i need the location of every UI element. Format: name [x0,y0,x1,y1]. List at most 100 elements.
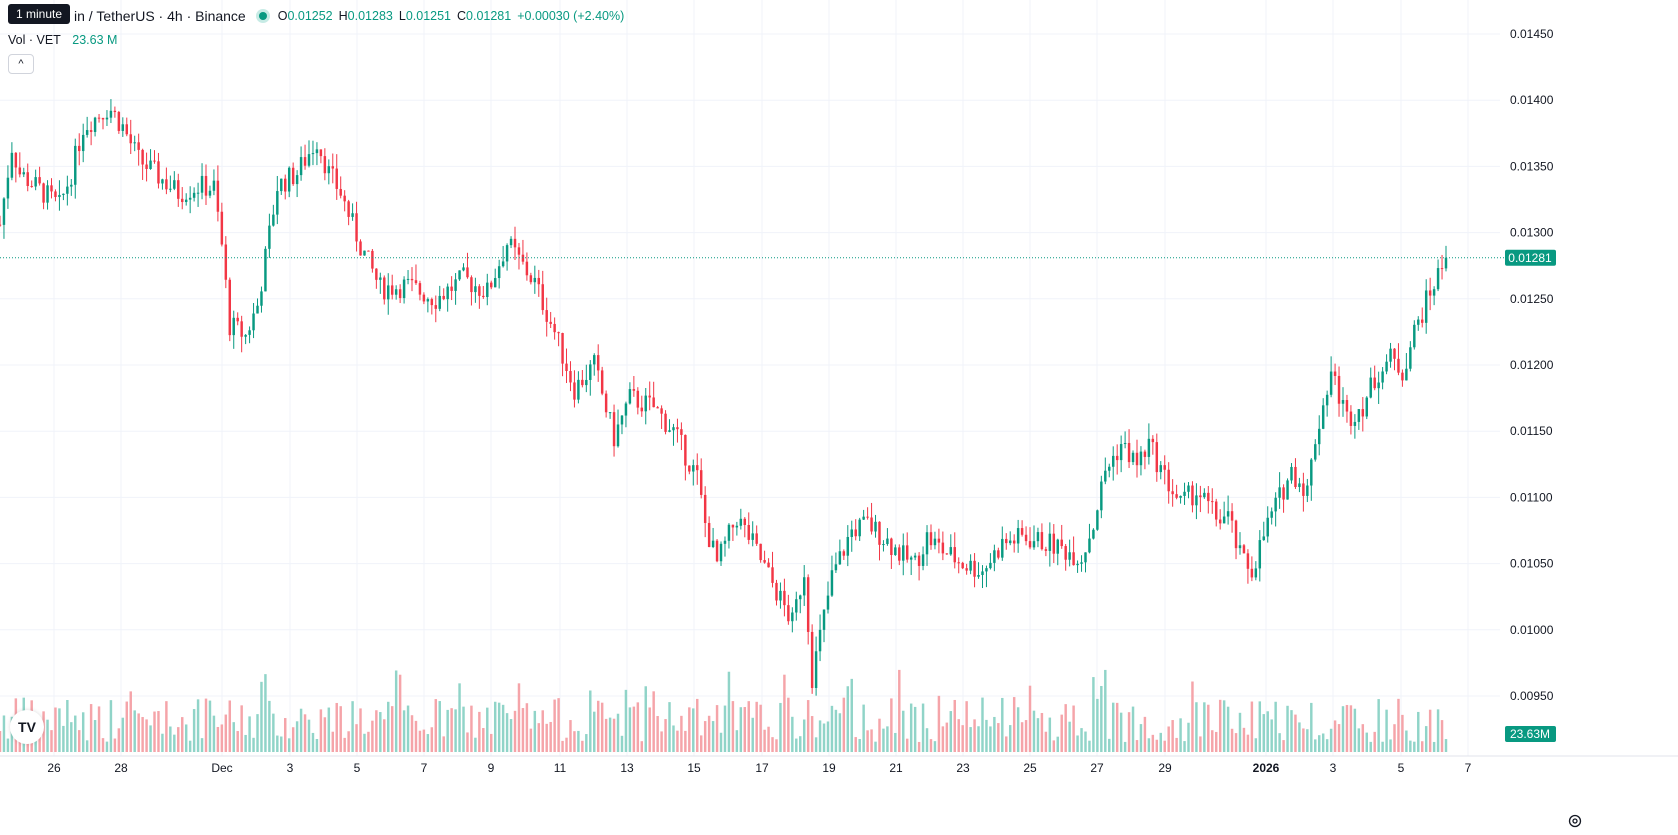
candle-body [38,177,41,184]
candle-body [525,261,529,276]
volume-bar [933,741,937,752]
candle-body [1222,516,1226,524]
candle-body [379,277,382,280]
settings-icon[interactable] [1567,813,1583,829]
volume-bar [78,730,81,752]
volume-bar [1270,719,1273,752]
candle-body [981,571,984,575]
candle-body [371,250,374,269]
volume-bar [1044,731,1048,752]
candle-body [707,522,711,548]
volume-bar [894,732,897,752]
candle-body [1076,563,1079,566]
candle-body [751,533,754,540]
volume-bar [755,701,758,752]
volume-bar [703,721,707,752]
candle-body [50,185,53,192]
volume-bar [260,681,263,752]
candle-body [1365,397,1368,417]
volume-bar [1349,705,1353,752]
candle-body [319,149,323,157]
candle-body [925,532,929,555]
volume-bar [149,725,152,752]
volume-bar [993,716,996,752]
candle-body [299,157,303,176]
candle-body [244,334,247,337]
candle-body [339,188,342,196]
candle-body [1302,483,1305,496]
candle-body [129,134,132,144]
candle-body [743,518,747,526]
candle-body [1020,528,1024,535]
candle-body [1052,533,1056,554]
candle-body [989,562,992,569]
volume-label[interactable]: Vol · VET [8,33,61,47]
candle-body [1187,485,1190,492]
volume-bar [719,732,723,752]
volume-bar [1076,735,1079,752]
collapse-legend-button[interactable]: ^ [8,54,34,74]
price-tick-label: 0.01100 [1510,490,1553,504]
volume-bar [1428,709,1432,752]
volume-bar [1258,701,1262,752]
volume-bar [339,706,342,752]
volume-bar [1036,718,1040,752]
volume-bar [1143,716,1147,752]
candle-body [105,117,109,120]
candle-body [1175,494,1178,498]
volume-bar [276,735,279,752]
volume-bar [387,701,390,752]
volume-bar [220,724,224,752]
candle-body [993,550,996,563]
volume-bar [723,705,727,752]
candle-body [545,310,548,322]
time-tick-label: 19 [822,761,836,775]
volume-bar [838,713,842,752]
candle-body [418,283,422,295]
volume-bar [363,733,366,752]
candle-body [1092,529,1095,539]
symbol-title[interactable]: in / TetherUS · 4h · Binance [74,8,246,24]
candle-body [585,379,588,386]
volume-bar [319,709,323,752]
volume-bar [632,706,636,752]
candle-body [1159,465,1162,473]
volume-bar [315,738,319,752]
volume-bar [1040,712,1044,752]
volume-bar [1147,738,1151,752]
time-tick-label: 27 [1090,761,1104,775]
volume-bar [105,741,109,752]
tradingview-logo[interactable]: TV [10,710,44,744]
candle-body [1151,438,1155,443]
volume-bar [1064,704,1067,752]
volume-bar [1337,724,1341,752]
price-tick-label: 0.01200 [1510,358,1554,372]
candle-body [905,545,909,560]
volume-bar [1226,706,1230,752]
candle-body [802,577,806,596]
volume-bar [470,705,473,752]
candle-body [390,285,394,295]
candle-body [1016,528,1020,544]
open-key: O [277,9,288,23]
volume-bar [945,722,949,752]
volume-bar [874,741,877,752]
volume-bar [909,703,913,752]
candle-body [616,424,620,447]
candle-body [1183,491,1186,496]
volume-bar [478,711,481,752]
volume-bar [973,719,976,752]
volume-bar [1175,737,1178,752]
candle-body [169,188,172,190]
candle-body [1207,492,1210,502]
candle-body [236,317,239,322]
candle-body [1270,511,1273,518]
candle-body [838,551,842,565]
volume-bar [783,674,786,752]
candle-body [458,270,461,280]
candle-body [466,267,469,278]
candle-body [446,286,449,300]
volume-bar [454,709,457,752]
